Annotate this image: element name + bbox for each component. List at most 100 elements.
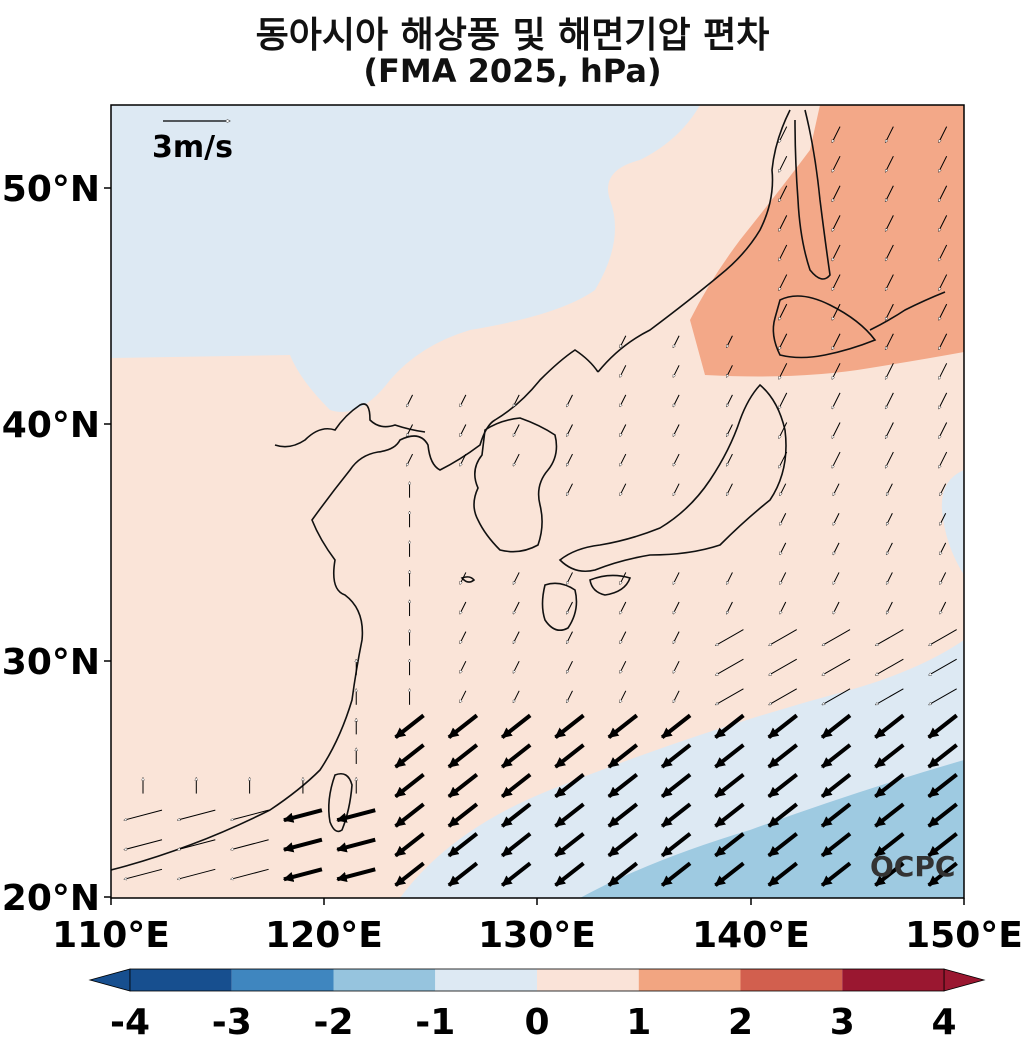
wind-vector — [831, 185, 841, 202]
lat-tick-40: 40°N — [2, 405, 100, 446]
wind-vector — [778, 274, 788, 291]
wind-vector-strong — [767, 772, 798, 799]
wind-vector-strong — [282, 808, 323, 823]
wind-vector — [938, 215, 948, 231]
wind-vector — [566, 483, 573, 496]
wind-vector — [124, 839, 163, 850]
wind-vector-strong — [874, 743, 905, 769]
wind-vector — [884, 363, 894, 379]
wind-vector — [672, 660, 680, 673]
colorbar-tick-label: 2 — [728, 1002, 753, 1043]
wind-vector-strong — [767, 832, 798, 858]
honshu-coastline — [558, 383, 787, 573]
wind-vector — [672, 572, 680, 584]
wind-vector-strong — [554, 713, 585, 739]
wind-vector-strong — [874, 802, 905, 828]
colorbar-swatch — [537, 969, 639, 991]
wind-vector — [406, 424, 413, 436]
wind-vector-strong — [447, 772, 479, 799]
reference-vector-label: 3m/s — [152, 130, 233, 165]
colorbar-extend-max — [943, 968, 986, 992]
wind-vector — [619, 631, 627, 644]
lon-tick-120: 120°E — [265, 915, 383, 956]
wind-vector-strong — [874, 772, 905, 799]
wind-vector-strong — [767, 861, 798, 887]
wind-vector — [177, 868, 216, 879]
wind-vector-strong — [394, 772, 425, 799]
wind-vector — [672, 365, 680, 377]
wind-vector-strong — [554, 772, 585, 799]
wind-vector-strong — [927, 772, 958, 799]
wind-vector — [779, 572, 787, 584]
wind-vector — [619, 483, 627, 496]
wind-vector — [938, 274, 948, 291]
colorbar-swatch — [638, 969, 741, 991]
wind-vector — [619, 690, 627, 703]
wind-vector — [831, 451, 841, 468]
wind-vector-strong — [607, 832, 639, 858]
wind-vector — [124, 868, 163, 879]
wind-vector-strong — [607, 861, 639, 887]
wind-vector — [124, 809, 163, 820]
wind-vector — [459, 453, 467, 466]
longitude-axis: 110°E 120°E 130°E 140°E 150°E — [52, 898, 1023, 956]
lat-tick-20: 20°N — [2, 878, 100, 919]
wind-vector — [884, 126, 894, 143]
wind-vector — [672, 394, 680, 407]
wind-vector — [177, 839, 216, 850]
wind-vector-strong — [660, 832, 692, 858]
wind-vector — [715, 658, 744, 676]
wind-vector — [779, 483, 787, 496]
wind-vector-strong — [607, 772, 639, 799]
wind-vector-field — [124, 126, 958, 887]
wind-vector — [831, 155, 841, 172]
wind-vector — [831, 422, 841, 438]
wind-vector — [778, 126, 788, 143]
wind-vector — [231, 839, 269, 850]
sakhalin-coastline — [794, 109, 831, 280]
lon-tick-140: 140°E — [692, 915, 810, 956]
wind-vector — [619, 335, 627, 348]
wind-vector — [831, 333, 841, 350]
colorbar-tick-label: -1 — [415, 1002, 455, 1043]
bohai-coastline — [274, 403, 426, 448]
wind-vector — [822, 688, 851, 706]
wind-vector-strong — [820, 802, 852, 828]
wind-vector-strong — [714, 713, 745, 739]
wind-vector-strong — [607, 802, 639, 828]
wind-vector — [725, 365, 733, 377]
wind-vector — [619, 660, 627, 673]
lat-tick-30: 30°N — [2, 642, 100, 683]
wind-vector — [831, 215, 841, 231]
colorbar-tick-label: -4 — [110, 1002, 150, 1043]
wind-vector — [459, 660, 467, 673]
colorbar-tick-label: 1 — [626, 1002, 651, 1043]
wind-vector-strong — [714, 832, 745, 858]
wind-vector-strong — [927, 743, 958, 769]
plot-area: 3m/s OCPC — [111, 105, 964, 898]
wind-vector — [875, 629, 904, 647]
wind-vector — [884, 451, 894, 468]
wind-vector — [939, 513, 947, 525]
lat-tick-50: 50°N — [2, 169, 100, 210]
colorbar-frame — [129, 968, 945, 992]
wind-vector — [778, 451, 788, 468]
map-subtitle: (FMA 2025, hPa) — [363, 52, 662, 90]
wind-vector — [459, 572, 467, 584]
wind-vector-strong — [500, 772, 532, 799]
wind-vector — [725, 394, 733, 407]
wind-vector — [672, 690, 680, 703]
wind-vector-strong — [500, 802, 532, 828]
wind-vector — [929, 658, 957, 676]
wind-vector — [672, 483, 680, 496]
wind-vector — [938, 303, 948, 320]
wind-vector — [778, 155, 788, 172]
wind-vector — [938, 363, 948, 379]
wind-vector — [512, 572, 520, 584]
wind-vector — [231, 809, 269, 820]
wind-vector — [459, 690, 467, 703]
wind-vector-strong — [660, 861, 692, 887]
wind-vector — [778, 244, 788, 261]
wind-vector-strong — [660, 772, 692, 799]
